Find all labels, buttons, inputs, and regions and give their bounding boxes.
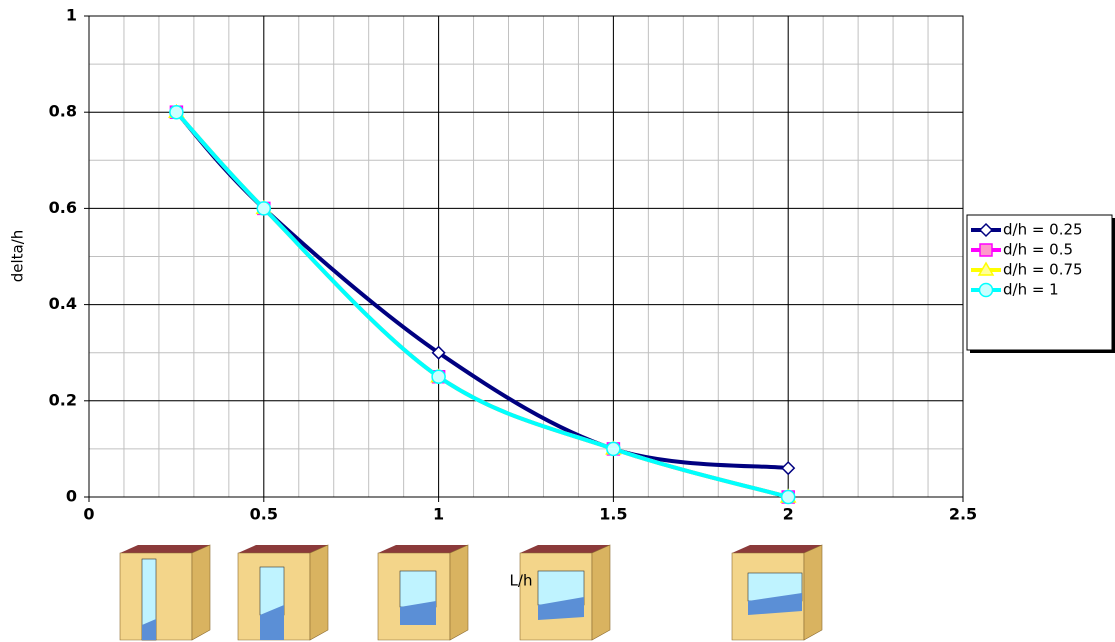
illustrations: [119, 544, 823, 641]
x-tick-label: 0.5: [250, 505, 278, 524]
marker: [978, 282, 994, 298]
x-tick-label: 1: [433, 505, 444, 524]
plot-border: [88, 15, 964, 498]
y-tick-label: 0.6: [49, 198, 77, 217]
marker: [431, 345, 446, 360]
y-tick-label: 0.2: [49, 390, 77, 409]
y-tick-label: 1: [66, 6, 77, 25]
y-axis-title: delta/h: [9, 230, 27, 283]
marker: [431, 369, 446, 384]
y-tick-label: 0.4: [49, 294, 77, 313]
x-tick-label: 0: [83, 505, 94, 524]
x-tick-label: 2: [783, 505, 794, 524]
x-axis-title: L/h: [510, 572, 533, 590]
x-tick-label: 2.5: [949, 505, 977, 524]
legend-label: d/h = 0.5: [1003, 241, 1073, 259]
x-tick-label: 1.5: [599, 505, 627, 524]
marker: [780, 489, 796, 505]
marker: [169, 104, 184, 120]
legend: [966, 214, 1113, 351]
marker: [606, 441, 621, 457]
legend-label: d/h = 1: [1003, 281, 1059, 299]
marker: [977, 261, 995, 276]
marker: [979, 243, 993, 257]
marker: [781, 461, 796, 476]
marker: [978, 222, 994, 238]
y-tick-label: 0: [66, 487, 77, 506]
marker: [256, 201, 272, 216]
y-tick-label: 0.8: [49, 102, 77, 121]
legend-label: d/h = 0.25: [1003, 221, 1083, 239]
legend-label: d/h = 0.75: [1003, 261, 1083, 279]
